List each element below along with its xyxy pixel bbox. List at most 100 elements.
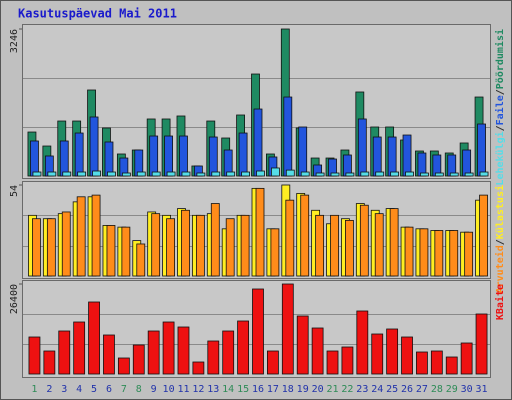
bar bbox=[61, 211, 71, 277]
bar bbox=[283, 96, 293, 177]
x-tick-label: 22 bbox=[341, 384, 353, 395]
bar bbox=[402, 134, 412, 177]
bar bbox=[177, 326, 190, 375]
bar bbox=[43, 350, 56, 375]
bar bbox=[434, 230, 444, 277]
x-tick-label: 1 bbox=[31, 384, 37, 395]
bar bbox=[166, 218, 175, 277]
legend-separator: / bbox=[495, 89, 506, 95]
bar bbox=[76, 196, 86, 277]
bar bbox=[479, 194, 488, 277]
bar bbox=[30, 140, 39, 177]
legend-entry: Pöördumisi bbox=[494, 29, 506, 89]
x-tick-label: 11 bbox=[177, 384, 189, 395]
bar bbox=[62, 171, 72, 177]
bar bbox=[136, 171, 146, 177]
x-tick-label: 19 bbox=[297, 384, 309, 395]
bar bbox=[256, 170, 265, 177]
bar bbox=[462, 149, 472, 177]
x-tick-label: 17 bbox=[267, 384, 279, 395]
bar bbox=[74, 132, 84, 177]
bar bbox=[132, 344, 145, 375]
bar bbox=[225, 218, 235, 277]
x-tick-label: 8 bbox=[136, 384, 142, 395]
bar bbox=[460, 342, 473, 375]
y-tick-label: 3246 bbox=[9, 29, 20, 53]
bar bbox=[298, 126, 308, 177]
bar bbox=[479, 171, 489, 177]
bar bbox=[32, 171, 42, 177]
legend-entry: Külastusi bbox=[494, 185, 506, 239]
x-tick-label: 7 bbox=[121, 384, 127, 395]
legend-entry: Lehekülgi bbox=[494, 131, 506, 185]
bar bbox=[59, 140, 69, 177]
x-tick-label: 5 bbox=[91, 384, 97, 395]
bar bbox=[420, 172, 429, 177]
bar bbox=[371, 333, 384, 375]
legend: Lehekülgi/Faile/Pöördumisi bbox=[494, 29, 506, 186]
bar bbox=[181, 209, 190, 277]
y-tick-label: 54 bbox=[9, 185, 20, 197]
bar bbox=[222, 330, 235, 375]
x-tick-label: 31 bbox=[476, 384, 488, 395]
x-tick-label: 13 bbox=[207, 384, 219, 395]
bar bbox=[179, 135, 188, 177]
legend-entry: Faile bbox=[494, 95, 506, 125]
bar bbox=[92, 170, 101, 177]
legend-entry: KBaite bbox=[494, 284, 506, 320]
x-tick-label: 18 bbox=[282, 384, 294, 395]
bar bbox=[267, 350, 279, 375]
bar bbox=[107, 171, 116, 177]
bar bbox=[253, 108, 263, 177]
bar bbox=[207, 340, 220, 375]
bar bbox=[357, 118, 367, 177]
x-tick-label: 28 bbox=[431, 384, 443, 395]
x-tick-label: 3 bbox=[61, 384, 67, 395]
bar bbox=[449, 230, 459, 277]
bar bbox=[164, 135, 173, 177]
bar bbox=[419, 228, 429, 277]
bar bbox=[151, 171, 161, 177]
bar bbox=[375, 171, 385, 177]
x-tick-label: 6 bbox=[106, 384, 112, 395]
bar bbox=[88, 301, 100, 375]
x-tick-label: 25 bbox=[386, 384, 398, 395]
x-tick-label: 16 bbox=[252, 384, 264, 395]
bar bbox=[47, 171, 57, 177]
bar bbox=[416, 351, 428, 375]
x-tick-label: 21 bbox=[326, 384, 338, 395]
bar bbox=[192, 361, 205, 375]
bar bbox=[330, 172, 340, 177]
bar bbox=[389, 208, 399, 277]
bar bbox=[89, 116, 99, 177]
x-tick-label: 29 bbox=[446, 384, 458, 395]
bar bbox=[315, 214, 325, 277]
legend: KBaite bbox=[494, 284, 506, 320]
bar bbox=[374, 213, 384, 277]
bar bbox=[281, 283, 294, 375]
chart-title: Kasutuspäevad Mai 2011 bbox=[18, 7, 177, 21]
bar bbox=[271, 167, 280, 177]
x-tick-label: 26 bbox=[401, 384, 413, 395]
legend-separator: / bbox=[495, 125, 506, 131]
bar bbox=[32, 218, 41, 277]
bar bbox=[330, 214, 339, 277]
bar bbox=[315, 172, 325, 177]
bar bbox=[270, 228, 280, 277]
bar bbox=[345, 172, 355, 177]
bar bbox=[241, 171, 250, 177]
bar bbox=[430, 350, 443, 375]
x-tick-label: 12 bbox=[192, 384, 204, 395]
bar bbox=[181, 171, 191, 177]
bar bbox=[475, 313, 488, 375]
x-tick-label: 10 bbox=[163, 384, 175, 395]
bar bbox=[211, 171, 221, 177]
bar bbox=[405, 171, 414, 177]
x-tick-label: 9 bbox=[151, 384, 157, 395]
bar bbox=[240, 214, 250, 277]
legend-entry: Arvuteid bbox=[494, 245, 506, 293]
bar bbox=[341, 346, 354, 375]
bar bbox=[195, 214, 205, 277]
legend-separator: / bbox=[495, 239, 506, 245]
bar bbox=[296, 315, 309, 375]
